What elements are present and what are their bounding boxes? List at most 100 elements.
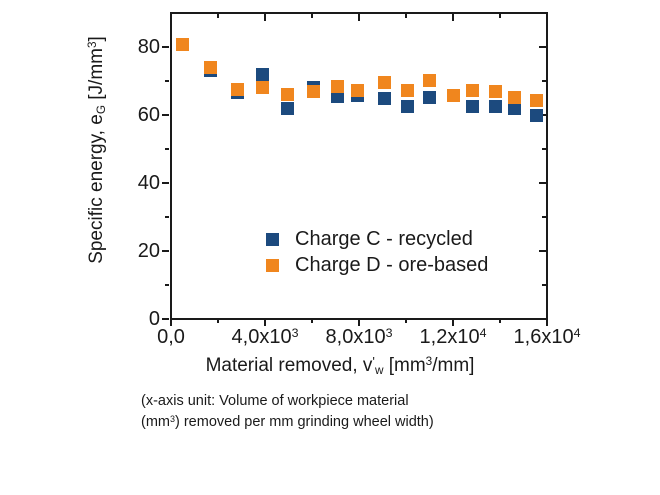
x-minor-tick-top: [311, 14, 313, 18]
y-major-tick-left: [162, 45, 169, 48]
tick-mantissa: 1,6x10: [513, 326, 574, 348]
tick-mantissa: 1,2x10: [419, 326, 480, 348]
data-point-charge-d: [351, 84, 365, 98]
text-run: ) removed per mm grinding wheel width): [175, 414, 434, 430]
tick-mantissa: 8,0x10: [325, 326, 386, 348]
text-sup: 3: [425, 355, 433, 369]
y-minor-tick-left: [165, 283, 169, 286]
legend-item-charge-c: Charge C - recycled: [266, 226, 488, 252]
text-run: (mm: [141, 414, 170, 430]
y-major-tick-left: [162, 113, 169, 116]
text-run: /mm]: [432, 355, 475, 376]
data-point-charge-d: [331, 80, 345, 94]
x-major-tick-top: [358, 14, 360, 21]
y-major-tick-left: [162, 181, 169, 184]
text-run: [mm: [383, 355, 426, 376]
x-tick-label: 8,0x103: [304, 326, 414, 350]
y-tick-label: 80: [137, 35, 160, 58]
y-minor-tick-right: [542, 283, 546, 286]
text-prime: ': [372, 353, 375, 369]
x-major-tick-top: [452, 14, 454, 21]
data-point-charge-c: [529, 109, 543, 122]
y-tick-label: 20: [137, 239, 160, 262]
y-major-tick-right: [539, 249, 546, 252]
data-point-charge-c: [423, 91, 436, 105]
data-point-charge-d: [507, 91, 521, 105]
data-point-charge-d: [176, 38, 190, 52]
legend-label-charge-d: Charge D - ore-based: [295, 253, 489, 276]
x-minor-tick-top: [499, 14, 501, 18]
legend-item-charge-d: Charge D - ore-based: [266, 252, 488, 278]
text-sub: G: [95, 105, 109, 115]
data-point-charge-d: [423, 74, 436, 88]
text-run: ]: [86, 36, 107, 42]
data-point-charge-c: [280, 102, 294, 116]
y-tick-label: 0: [148, 307, 160, 330]
text-run: Specific energy, e: [86, 114, 107, 264]
y-minor-tick-right: [542, 79, 546, 82]
data-point-charge-d: [466, 83, 480, 97]
y-minor-tick-left: [165, 215, 169, 218]
legend-label-charge-c: Charge C - recycled: [295, 227, 473, 250]
x-axis-footnote: (x-axis unit: Volume of workpiece materi…: [141, 391, 434, 434]
x-major-tick-bottom: [358, 318, 360, 326]
legend-marker-charge-d: [266, 258, 279, 272]
x-major-tick-top: [264, 14, 266, 21]
x-minor-tick-bottom: [311, 318, 313, 323]
x-major-tick-bottom: [546, 318, 548, 326]
x-minor-tick-bottom: [405, 318, 407, 323]
y-major-tick-left: [162, 317, 169, 320]
data-point-charge-d: [488, 84, 502, 98]
tick-exponent: 3: [385, 325, 393, 340]
data-point-charge-c: [507, 101, 521, 115]
data-point-charge-d: [400, 83, 414, 97]
x-tick-label: 1,6x104: [492, 326, 602, 350]
footnote-line-2: (mm3) removed per mm grinding wheel widt…: [141, 412, 434, 434]
x-tick-label: 4,0x103: [210, 326, 320, 350]
legend-marker-charge-c: [266, 232, 279, 246]
x-major-tick-bottom: [264, 318, 266, 326]
y-axis-title: Specific energy, eG [J/mm3]: [86, 36, 108, 264]
x-axis-title: Material removed, v'w [mm3/mm]: [205, 353, 475, 377]
text-run: [J/mm: [86, 48, 107, 106]
y-major-tick-right: [539, 317, 546, 320]
x-tick-label: 1,2x104: [398, 326, 508, 350]
data-point-charge-d: [204, 60, 218, 74]
legend: Charge C - recycled Charge D - ore-based: [266, 226, 488, 278]
data-point-charge-d: [231, 82, 245, 96]
data-point-charge-d: [529, 93, 543, 107]
data-point-charge-d: [280, 87, 294, 101]
data-point-charge-d: [306, 84, 320, 98]
x-major-tick-bottom: [452, 318, 454, 326]
y-major-tick-left: [162, 249, 169, 252]
x-minor-tick-bottom: [217, 318, 219, 323]
x-major-tick-top: [546, 14, 548, 21]
text-run: Material removed, v: [205, 355, 373, 376]
data-point-charge-d: [256, 80, 270, 94]
text-sup: 3: [170, 413, 175, 424]
data-point-charge-c: [256, 67, 270, 81]
footnote-line-1: (x-axis unit: Volume of workpiece materi…: [141, 391, 434, 412]
data-point-charge-d: [378, 75, 392, 89]
x-tick-label: 0,0: [116, 326, 226, 348]
y-minor-tick-right: [542, 215, 546, 218]
y-tick-label: 60: [137, 103, 160, 126]
plot-area: [170, 12, 548, 320]
data-point-charge-c: [466, 99, 480, 113]
y-minor-tick-left: [165, 147, 169, 150]
tick-mantissa: 4,0x10: [231, 326, 292, 348]
data-point-charge-c: [378, 92, 392, 106]
y-major-tick-right: [539, 45, 546, 48]
tick-exponent: 4: [479, 325, 487, 340]
data-point-charge-c: [331, 90, 345, 104]
data-point-charge-c: [488, 99, 502, 113]
data-point-charge-c: [400, 100, 414, 114]
x-minor-tick-bottom: [499, 318, 501, 323]
text-sup: 3: [86, 41, 100, 49]
text-run: (x-axis unit: Volume of workpiece materi…: [141, 393, 409, 409]
x-major-tick-bottom: [170, 318, 172, 326]
y-minor-tick-right: [542, 147, 546, 150]
y-major-tick-right: [539, 181, 546, 184]
y-tick-label: 40: [137, 171, 160, 194]
